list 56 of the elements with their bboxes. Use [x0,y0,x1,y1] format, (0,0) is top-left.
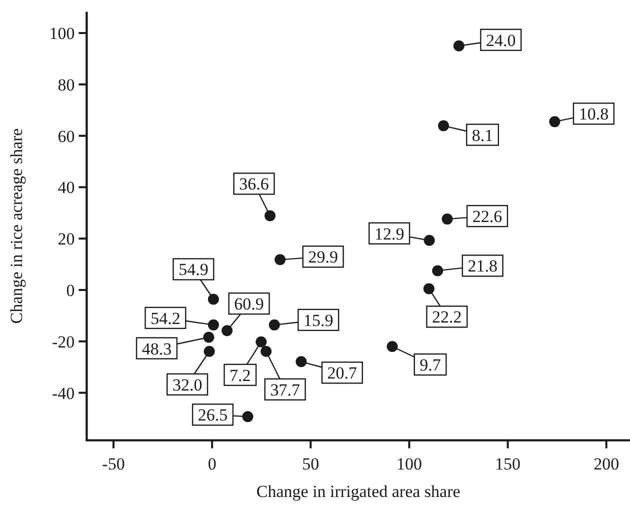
point [204,346,215,357]
annotation: 54.9 [178,260,208,280]
x-tick-label: 50 [302,454,320,474]
y-tick-label: 60 [58,126,75,146]
annotation: 37.7 [270,380,300,400]
x-tick-label: 100 [396,454,422,474]
x-tick-label: 150 [495,454,521,474]
annotation: 26.5 [198,406,228,425]
point [386,341,398,352]
annotation: 32.0 [172,375,202,394]
annotation: 8.1 [472,126,494,145]
y-axis-title: Change in rice acreage share [7,128,26,324]
point [256,336,267,348]
annotation: 22.6 [472,207,502,226]
point [264,210,276,222]
y-tick-label: -40 [52,384,75,403]
point [203,332,214,343]
y-tick-label: 80 [58,75,75,94]
point [424,234,435,246]
point [549,116,560,128]
y-tick-label: 40 [58,178,75,198]
x-tick-label: 0 [208,454,216,474]
x-axis-title: Change in irrigated area share [256,482,460,501]
x-tick-label: 200 [594,454,620,474]
x-tick-label: -50 [102,454,125,474]
point [274,254,286,266]
y-tick-label: 20 [58,230,75,249]
point [208,319,219,330]
point [423,283,434,294]
point [268,319,280,330]
annotation: 20.7 [327,364,358,383]
annotation: 7.2 [230,366,251,385]
point [208,294,219,305]
annotation: 21.8 [468,256,498,276]
y-tick-label: 0 [66,280,75,300]
annotation: 9.7 [420,356,442,375]
point [438,120,450,132]
point [242,411,254,422]
annotation: 22.2 [432,308,462,327]
point [432,265,444,276]
annotation: 10.8 [578,104,609,124]
y-tick-label: 100 [49,24,75,44]
point [222,325,233,336]
annotation: 54.2 [150,308,180,328]
annotation: 29.9 [308,248,338,267]
point [260,346,272,357]
annotation: 12.9 [374,224,404,244]
annotation: 24.0 [486,30,516,50]
annotation: 15.9 [303,310,334,330]
annotation: 60.9 [234,294,264,314]
point [442,214,453,225]
y-tick-label: -20 [52,332,75,352]
point [296,356,307,368]
point [453,40,464,52]
annotation: 36.6 [239,174,269,194]
annotation: 48.3 [142,339,172,358]
